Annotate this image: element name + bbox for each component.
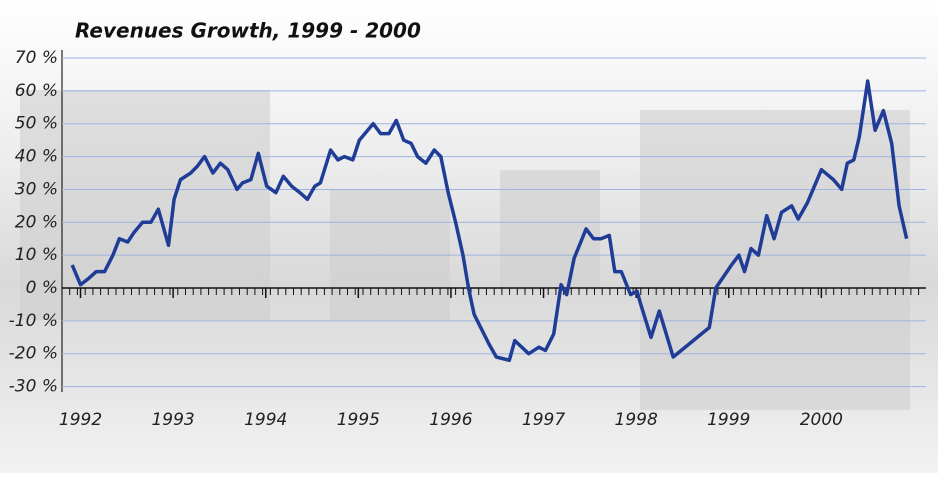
y-tick-label: 40 % [15, 147, 58, 167]
x-tick-label: 1997 [522, 410, 565, 430]
x-tick-label: 1996 [429, 410, 472, 430]
background-photo [20, 90, 910, 410]
x-tick-label: 1998 [615, 410, 658, 430]
y-tick-label: 0 % [26, 278, 58, 298]
y-tick-label: 60 % [15, 81, 58, 101]
x-tick-label: 1992 [59, 410, 102, 430]
y-tick-label: -30 % [9, 377, 58, 397]
y-tick-label: 50 % [15, 114, 58, 134]
y-tick-label: 30 % [15, 179, 58, 199]
y-tick-label: 70 % [15, 48, 58, 68]
y-tick-label: -20 % [9, 344, 58, 364]
y-tick-label: 10 % [15, 245, 58, 265]
x-tick-label: 1994 [244, 410, 287, 430]
x-tick-label: 1995 [337, 410, 380, 430]
x-tick-label: 1999 [707, 410, 750, 430]
y-tick-label: 20 % [15, 212, 58, 232]
data-line [70, 79, 909, 363]
x-tick-label: 2000 [800, 410, 843, 430]
y-tick-label: -10 % [9, 311, 58, 331]
chart-title: Revenues Growth, 1999 - 2000 [75, 19, 421, 43]
x-tick-label: 1993 [151, 410, 194, 430]
